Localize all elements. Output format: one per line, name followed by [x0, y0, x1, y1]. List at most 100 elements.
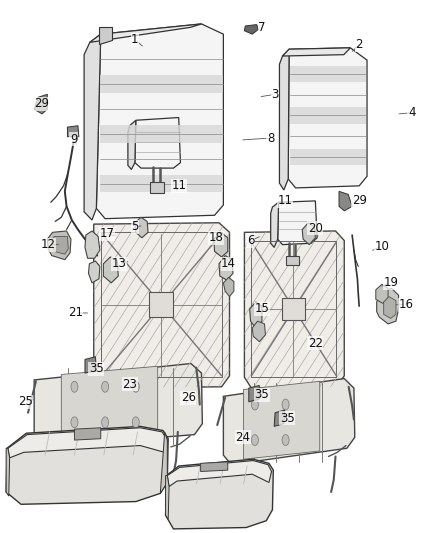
- Polygon shape: [99, 27, 112, 44]
- Polygon shape: [290, 66, 366, 82]
- Polygon shape: [34, 94, 47, 114]
- Polygon shape: [128, 120, 136, 169]
- Polygon shape: [74, 428, 101, 440]
- Text: 13: 13: [112, 257, 127, 270]
- Text: 15: 15: [254, 302, 269, 316]
- Polygon shape: [283, 48, 350, 56]
- Polygon shape: [90, 24, 201, 42]
- Polygon shape: [290, 149, 366, 165]
- Polygon shape: [290, 107, 366, 124]
- Circle shape: [282, 434, 289, 446]
- Polygon shape: [160, 432, 167, 494]
- Text: 10: 10: [374, 239, 389, 253]
- Polygon shape: [88, 261, 100, 283]
- Text: 20: 20: [308, 222, 323, 235]
- Text: 1: 1: [131, 33, 139, 46]
- Polygon shape: [8, 428, 167, 458]
- Polygon shape: [339, 191, 352, 211]
- Text: 12: 12: [41, 238, 56, 251]
- Polygon shape: [201, 462, 228, 472]
- Polygon shape: [223, 278, 234, 296]
- Polygon shape: [47, 231, 71, 260]
- Circle shape: [132, 381, 139, 392]
- Circle shape: [102, 381, 109, 392]
- Polygon shape: [51, 237, 68, 254]
- Text: 4: 4: [408, 106, 416, 119]
- Polygon shape: [67, 126, 79, 136]
- Polygon shape: [135, 217, 148, 238]
- Polygon shape: [252, 321, 265, 342]
- Polygon shape: [274, 410, 285, 426]
- Polygon shape: [250, 302, 262, 328]
- Text: 21: 21: [68, 306, 83, 319]
- Polygon shape: [384, 296, 396, 318]
- Text: 3: 3: [272, 88, 279, 101]
- Polygon shape: [282, 298, 305, 320]
- Text: 29: 29: [34, 98, 49, 110]
- Polygon shape: [100, 75, 223, 93]
- Text: 2: 2: [355, 38, 363, 51]
- Text: 26: 26: [181, 391, 196, 404]
- Text: 11: 11: [171, 180, 186, 192]
- Circle shape: [71, 381, 78, 392]
- Polygon shape: [244, 25, 258, 34]
- Polygon shape: [244, 231, 344, 388]
- Polygon shape: [377, 288, 399, 324]
- Circle shape: [282, 399, 289, 410]
- Polygon shape: [85, 231, 100, 259]
- Text: 5: 5: [131, 220, 138, 233]
- Polygon shape: [223, 378, 355, 465]
- Polygon shape: [376, 284, 388, 303]
- Polygon shape: [150, 182, 164, 193]
- Text: 19: 19: [383, 277, 398, 289]
- Circle shape: [102, 417, 109, 428]
- Polygon shape: [85, 357, 96, 373]
- Polygon shape: [302, 223, 315, 245]
- Polygon shape: [166, 475, 169, 519]
- Text: 7: 7: [258, 21, 266, 34]
- Text: 14: 14: [221, 257, 236, 270]
- Circle shape: [71, 417, 78, 428]
- Circle shape: [251, 434, 258, 446]
- Polygon shape: [34, 364, 202, 447]
- Text: 35: 35: [280, 411, 295, 425]
- Text: 6: 6: [247, 234, 254, 247]
- Polygon shape: [6, 426, 168, 504]
- Circle shape: [132, 417, 139, 428]
- Polygon shape: [278, 201, 317, 245]
- Polygon shape: [100, 175, 223, 192]
- Polygon shape: [166, 459, 273, 529]
- Polygon shape: [271, 202, 279, 247]
- Text: 9: 9: [70, 133, 78, 146]
- Polygon shape: [167, 461, 272, 487]
- Polygon shape: [103, 257, 118, 283]
- Polygon shape: [149, 293, 173, 317]
- Text: 8: 8: [267, 132, 274, 144]
- Polygon shape: [135, 118, 180, 168]
- Polygon shape: [94, 223, 230, 388]
- Polygon shape: [100, 125, 223, 143]
- Text: 22: 22: [308, 336, 323, 350]
- Polygon shape: [6, 448, 10, 496]
- Circle shape: [251, 399, 258, 410]
- Polygon shape: [61, 366, 158, 440]
- Text: 17: 17: [99, 227, 114, 240]
- Text: 16: 16: [399, 298, 414, 311]
- Polygon shape: [84, 34, 101, 220]
- Polygon shape: [249, 385, 259, 402]
- Polygon shape: [288, 48, 367, 188]
- Polygon shape: [219, 255, 233, 280]
- Text: 35: 35: [254, 389, 269, 401]
- Polygon shape: [214, 232, 228, 257]
- Polygon shape: [244, 381, 320, 459]
- Polygon shape: [96, 24, 223, 219]
- Polygon shape: [286, 256, 299, 265]
- Text: 35: 35: [89, 362, 104, 376]
- Text: 29: 29: [352, 195, 367, 207]
- Text: 23: 23: [122, 377, 137, 391]
- Text: 18: 18: [209, 231, 224, 244]
- Text: 11: 11: [277, 195, 292, 207]
- Text: 24: 24: [235, 431, 250, 444]
- Polygon shape: [279, 49, 289, 190]
- Text: 25: 25: [18, 395, 33, 408]
